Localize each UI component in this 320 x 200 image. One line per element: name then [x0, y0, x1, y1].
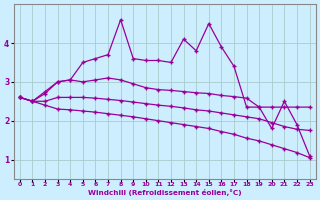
X-axis label: Windchill (Refroidissement éolien,°C): Windchill (Refroidissement éolien,°C)	[88, 189, 242, 196]
